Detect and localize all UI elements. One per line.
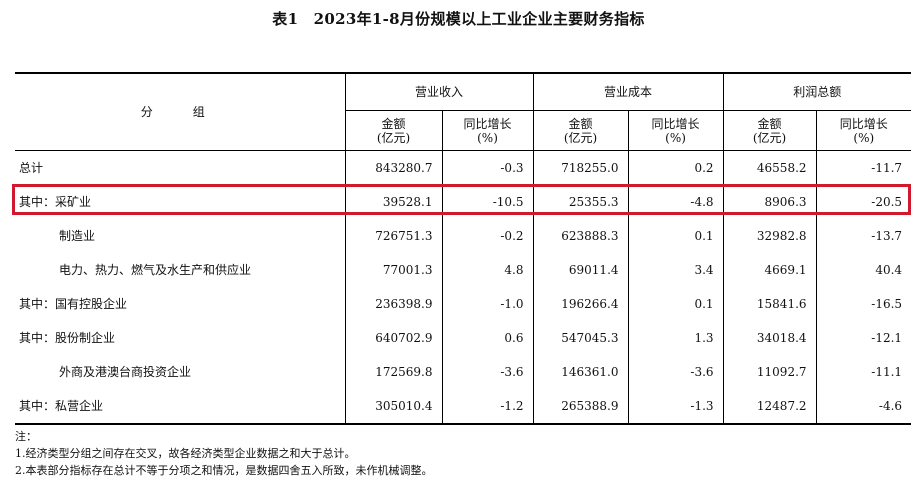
- profit-growth-value: -20.5: [815, 185, 912, 219]
- cost-growth-header: 同比增长 (%): [627, 110, 724, 151]
- profit-growth-value: -11.7: [815, 150, 912, 185]
- table-row: 总计 843280.7 -0.3 718255.0 0.2 46558.2 -1…: [15, 150, 912, 185]
- revenue-header: 营业收入: [344, 73, 534, 111]
- row-label: 电力、热力、燃气及水生产和供应业: [59, 263, 252, 277]
- table-row: 其中：股份制企业 640702.9 0.6 547045.3 1.3 34018…: [15, 321, 912, 355]
- profit-growth-value: -4.6: [815, 389, 912, 424]
- footnotes: 注： 1.经济类型分组之间存在交叉，故各经济类型企业数据之和大于总计。 2.本表…: [15, 428, 433, 479]
- profit-value: 32982.8: [722, 219, 817, 253]
- table-row: 外商及港澳台商投资企业 172569.8 -3.6 146361.0 -3.6 …: [15, 355, 912, 389]
- table-row: 电力、热力、燃气及水生产和供应业 77001.3 4.8 69011.4 3.4…: [15, 253, 912, 287]
- revenue-value: 640702.9: [344, 321, 442, 355]
- cost-growth-value: 0.1: [627, 219, 724, 253]
- cost-value: 69011.4: [532, 253, 629, 287]
- cost-value: 265388.9: [532, 389, 629, 424]
- row-label: 其中：私营企业: [19, 399, 104, 413]
- cost-header: 营业成本: [532, 73, 724, 111]
- profit-value: 8906.3: [722, 185, 817, 219]
- cost-growth-value: 3.4: [627, 253, 724, 287]
- profit-amount-header: 金额 (亿元): [722, 110, 817, 151]
- financial-indicators-table: 分 组 营业收入 营业成本 利润总额 金额 (亿元) 同比增长 (%) 金额 (亿元)…: [15, 72, 912, 425]
- row-label: 其中：国有控股企业: [19, 297, 128, 311]
- profit-value: 12487.2: [722, 389, 817, 424]
- revenue-growth-value: -0.2: [441, 219, 534, 253]
- profit-value: 46558.2: [722, 150, 817, 185]
- profit-value: 34018.4: [722, 321, 817, 355]
- cost-value: 623888.3: [532, 219, 629, 253]
- revenue-growth-header: 同比增长 (%): [441, 110, 534, 151]
- row-label: 总计: [19, 161, 44, 175]
- cost-growth-value: -3.6: [627, 355, 724, 389]
- revenue-amount-header: 金额 (亿元): [344, 110, 442, 151]
- revenue-value: 843280.7: [344, 150, 442, 185]
- revenue-value: 77001.3: [344, 253, 442, 287]
- row-label: 制造业: [59, 229, 96, 243]
- cost-value: 547045.3: [532, 321, 629, 355]
- cost-value: 718255.0: [532, 150, 629, 185]
- revenue-value: 305010.4: [344, 389, 442, 424]
- table-row: 制造业 726751.3 -0.2 623888.3 0.1 32982.8 -…: [15, 219, 912, 253]
- row-label: 其中：采矿业: [19, 195, 92, 209]
- note-item: 2.本表部分指标存在总计不等于分项之和情况，是数据四舍五入所致，未作机械调整。: [15, 464, 433, 477]
- revenue-growth-value: 0.6: [441, 321, 534, 355]
- group-header: 分 组: [15, 73, 345, 151]
- cost-value: 146361.0: [532, 355, 629, 389]
- revenue-value: 172569.8: [344, 355, 442, 389]
- profit-value: 15841.6: [722, 287, 817, 321]
- revenue-value: 39528.1: [344, 185, 442, 219]
- cost-growth-value: -1.3: [627, 389, 724, 424]
- profit-growth-value: -12.1: [815, 321, 912, 355]
- revenue-growth-value: -1.0: [441, 287, 534, 321]
- profit-growth-value: -16.5: [815, 287, 912, 321]
- row-label: 其中：股份制企业: [19, 331, 116, 345]
- cost-growth-value: -4.8: [627, 185, 724, 219]
- table-row-highlighted: 其中：采矿业 39528.1 -10.5 25355.3 -4.8 8906.3…: [15, 185, 912, 219]
- revenue-growth-value: -1.2: [441, 389, 534, 424]
- revenue-growth-value: -0.3: [441, 150, 534, 185]
- cost-growth-value: 0.1: [627, 287, 724, 321]
- note-item: 1.经济类型分组之间存在交叉，故各经济类型企业数据之和大于总计。: [15, 447, 356, 460]
- profit-growth-value: -13.7: [815, 219, 912, 253]
- revenue-growth-value: -10.5: [441, 185, 534, 219]
- cost-growth-value: 1.3: [627, 321, 724, 355]
- revenue-growth-value: 4.8: [441, 253, 534, 287]
- profit-value: 11092.7: [722, 355, 817, 389]
- revenue-value: 726751.3: [344, 219, 442, 253]
- table-row: 其中：国有控股企业 236398.9 -1.0 196266.4 0.1 158…: [15, 287, 912, 321]
- cost-value: 196266.4: [532, 287, 629, 321]
- table-row: 其中：私营企业 305010.4 -1.2 265388.9 -1.3 1248…: [15, 389, 912, 424]
- profit-value: 4669.1: [722, 253, 817, 287]
- notes-heading: 注：: [15, 430, 37, 443]
- revenue-value: 236398.9: [344, 287, 442, 321]
- cost-amount-header: 金额 (亿元): [532, 110, 629, 151]
- profit-growth-header: 同比增长 (%): [815, 110, 912, 151]
- profit-growth-value: 40.4: [815, 253, 912, 287]
- revenue-growth-value: -3.6: [441, 355, 534, 389]
- profit-header: 利润总额: [722, 73, 912, 111]
- profit-growth-value: -11.1: [815, 355, 912, 389]
- table-title: 表1 2023年1-8月份规模以上工业企业主要财务指标: [272, 10, 645, 28]
- cost-value: 25355.3: [532, 185, 629, 219]
- cost-growth-value: 0.2: [627, 150, 724, 185]
- row-label: 外商及港澳台商投资企业: [59, 365, 192, 379]
